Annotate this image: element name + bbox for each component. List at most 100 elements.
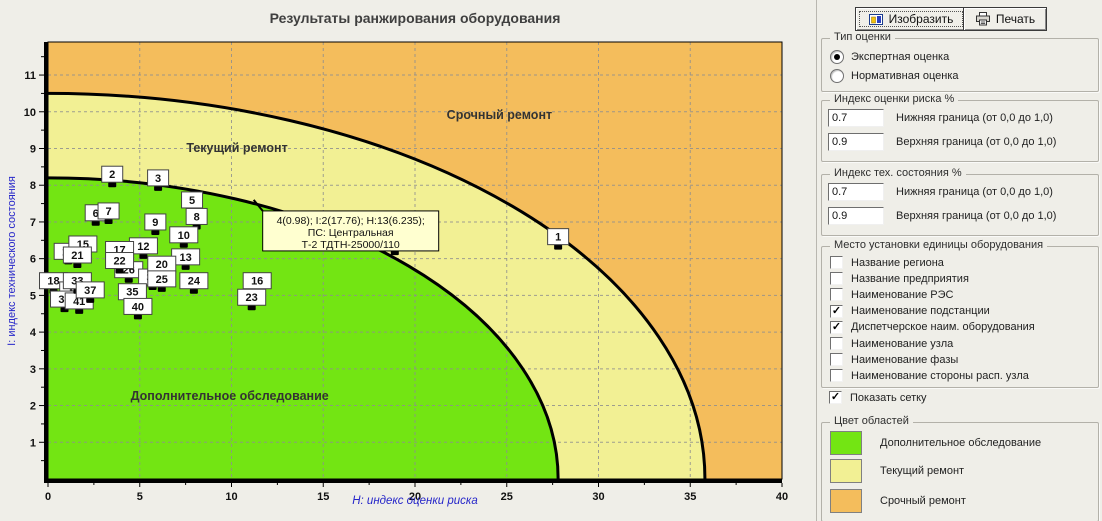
checkbox-box[interactable]: ✓ [830, 304, 843, 318]
location-checkbox-row-0[interactable]: Название региона [830, 255, 944, 270]
checkbox-label: Наименование фазы [851, 353, 959, 366]
svg-text:20: 20 [409, 491, 421, 503]
zone-name-label: Текущий ремонт [186, 141, 287, 155]
checkbox-box[interactable] [830, 369, 843, 383]
checkbox-box[interactable] [830, 353, 843, 367]
data-point-40[interactable]: 40 [123, 297, 153, 320]
group-tech-index-label: Индекс тех. состояния % [830, 167, 966, 179]
point-marker [124, 277, 133, 283]
group-equipment-location-label: Место установки единицы оборудования [830, 239, 1048, 251]
point-label-box[interactable] [101, 165, 124, 183]
point-marker [154, 185, 163, 191]
svg-text:25: 25 [501, 491, 513, 503]
point-label-box[interactable] [62, 246, 92, 264]
point-label: 9 [152, 217, 158, 229]
data-point-2[interactable]: 2 [101, 165, 124, 188]
checkbox-box[interactable] [830, 288, 843, 302]
legend-swatch[interactable] [830, 459, 862, 483]
data-point-24[interactable]: 24 [179, 272, 209, 294]
point-label-box[interactable] [75, 281, 105, 299]
data-point-13[interactable]: 13 [171, 248, 201, 270]
point-label-box[interactable] [123, 297, 153, 315]
point-label-box[interactable] [547, 228, 570, 246]
zone-boundary [47, 91, 707, 480]
data-point-3[interactable]: 3 [147, 169, 170, 191]
point-label: 41 [73, 296, 85, 308]
radio-button[interactable] [830, 49, 844, 64]
location-checkbox-row-7[interactable]: Наименование стороны расп. узла [830, 368, 1029, 383]
data-point-12[interactable]: 12 [128, 237, 158, 259]
point-label-box[interactable] [147, 169, 170, 187]
data-point-7[interactable]: 7 [97, 202, 120, 224]
checkbox-box[interactable] [830, 256, 843, 269]
data-point-23[interactable]: 23 [237, 288, 267, 311]
radio-label: Экспертная оценка [851, 50, 950, 63]
checkbox-box[interactable]: ✓ [830, 320, 843, 334]
svg-text:2: 2 [30, 401, 36, 413]
risk-upper-bound-input[interactable] [828, 133, 884, 151]
point-label-box[interactable] [185, 207, 208, 225]
data-point-16[interactable]: 16 [242, 272, 272, 294]
data-point-22[interactable]: 22 [105, 252, 135, 274]
legend-swatch[interactable] [830, 431, 862, 455]
svg-text:10: 10 [225, 491, 237, 503]
point-label-box[interactable] [144, 213, 167, 231]
checkbox-label: Наименование РЭС [851, 288, 954, 301]
radio-button[interactable] [830, 68, 844, 83]
location-checkbox-row-1[interactable]: Название предприятия [830, 271, 969, 286]
data-point-25[interactable]: 25 [147, 270, 177, 292]
data-point-8[interactable]: 8 [185, 207, 208, 230]
point-label-box[interactable] [105, 252, 135, 270]
tech-upper-bound-input[interactable] [828, 207, 884, 225]
svg-text:9: 9 [30, 143, 36, 155]
data-point-37[interactable]: 37 [75, 281, 105, 303]
point-label-box[interactable] [147, 270, 177, 288]
point-marker [108, 182, 117, 188]
point-label-box[interactable] [237, 288, 267, 306]
point-label-box[interactable] [181, 191, 204, 209]
point-label: 5 [189, 195, 195, 207]
location-checkbox-row-4[interactable]: ✓ Диспетчерское наим. оборудования [830, 320, 1035, 335]
risk-upper-bound-label: Верхняя граница (от 0,0 до 1,0) [896, 136, 1057, 148]
radio-expert-eval[interactable]: Экспертная оценка [830, 49, 949, 64]
point-marker [179, 242, 188, 248]
tech-lower-bound-input[interactable] [828, 183, 884, 201]
location-checkbox-row-6[interactable]: Наименование фазы [830, 352, 958, 367]
data-point-1[interactable]: 1 [547, 228, 570, 250]
radio-normative-eval[interactable]: Нормативная оценка [830, 68, 959, 83]
settings-panel: Изобразить Печать Тип оценки Экспертная … [816, 0, 1102, 521]
group-risk-index-label: Индекс оценки риска % [830, 93, 959, 105]
show-grid-label: Показать сетку [850, 391, 927, 404]
data-point-21[interactable]: 21 [62, 246, 92, 269]
render-button[interactable]: Изобразить [855, 7, 967, 31]
point-label-box[interactable] [242, 272, 272, 290]
location-checkbox-row-5[interactable]: Наименование узла [830, 336, 953, 351]
group-risk-index: Индекс оценки риска % Нижняя граница (от… [821, 93, 1099, 162]
location-checkbox-row-2[interactable]: Наименование РЭС [830, 287, 954, 302]
print-button[interactable]: Печать [963, 7, 1047, 31]
legend-label: Срочный ремонт [880, 495, 966, 507]
point-label: 24 [188, 276, 201, 288]
svg-text:5: 5 [137, 491, 143, 503]
show-grid-checkbox[interactable]: ✓ [829, 391, 842, 404]
legend-swatch[interactable] [830, 489, 862, 513]
point-label: 1 [555, 232, 561, 244]
checkbox-box[interactable] [830, 337, 843, 350]
point-label: 22 [113, 256, 125, 268]
risk-lower-bound-input[interactable] [828, 109, 884, 127]
point-label-box[interactable] [97, 202, 120, 220]
checkbox-label: Наименование стороны расп. узла [851, 369, 1029, 382]
point-marker [554, 244, 563, 250]
show-grid-checkbox-row[interactable]: ✓ Показать сетку [829, 390, 927, 405]
data-point-10[interactable]: 10 [169, 226, 199, 248]
checkbox-box[interactable] [830, 272, 843, 286]
point-label-box[interactable] [169, 226, 199, 244]
svg-text:30: 30 [592, 491, 604, 503]
svg-text:ПС: Центральная: ПС: Центральная [308, 227, 394, 239]
svg-text:4: 4 [30, 327, 37, 339]
location-checkbox-row-3[interactable]: ✓ Наименование подстанции [830, 304, 990, 319]
data-point-9[interactable]: 9 [144, 213, 167, 235]
point-label-box[interactable] [179, 272, 209, 290]
